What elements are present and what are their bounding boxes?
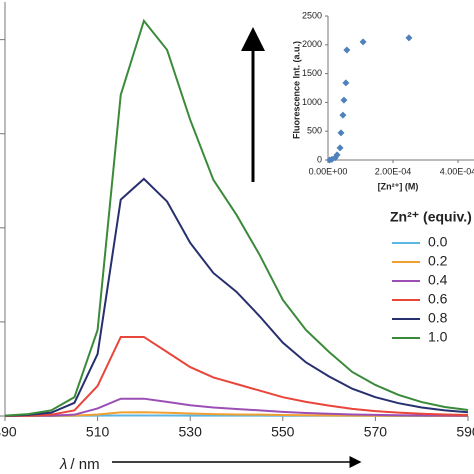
inset-y-label: Fluorescence Int. (a.u.)	[291, 41, 301, 139]
scatter-point	[343, 46, 351, 54]
y-tick-label: 0	[317, 154, 322, 164]
scatter-point	[333, 151, 341, 159]
x-tick-label: 490	[0, 424, 17, 440]
inset-x-label: [Zn²⁺] (M)	[378, 181, 419, 191]
scatter-point	[336, 144, 344, 152]
x-tick-label: 4.00E-04	[440, 166, 474, 176]
x-tick-label: 2.00E-04	[375, 166, 412, 176]
x-tick-label: 510	[86, 424, 110, 440]
legend-label: 0.0	[428, 234, 448, 250]
y-tick-label: 500	[307, 126, 322, 136]
legend-label: 0.8	[428, 310, 448, 326]
scatter-point	[342, 79, 350, 87]
x-label-unit: / nm	[70, 456, 99, 473]
y-tick-label: 1500	[302, 68, 322, 78]
y-tick-label: 2000	[302, 39, 322, 49]
x-tick-label: 0.00E+00	[309, 166, 348, 176]
series-line	[4, 18, 469, 417]
y-tick-label: 2500	[302, 10, 322, 20]
x-tick-label: 590	[456, 424, 474, 440]
x-axis-label: λ / nm	[59, 456, 100, 473]
series-line	[4, 397, 469, 417]
legend-label: 0.6	[428, 291, 448, 307]
x-tick-label: 550	[271, 424, 295, 440]
legend-label: 0.2	[428, 253, 448, 269]
scatter-point	[337, 129, 345, 137]
legend-label: 0.4	[428, 272, 448, 288]
legend-title: Zn²⁺ (equiv.)	[390, 209, 472, 225]
series-line	[4, 335, 469, 417]
y-tick-label: 1000	[302, 97, 322, 107]
series-line	[4, 177, 469, 417]
x-label-symbol: λ	[59, 456, 67, 473]
scatter-point	[339, 111, 347, 119]
scatter-point	[359, 38, 367, 46]
legend-label: 1.0	[428, 329, 448, 345]
scatter-point	[340, 96, 348, 104]
x-tick-label: 530	[179, 424, 203, 440]
scatter-point	[405, 34, 413, 42]
x-tick-label: 570	[364, 424, 388, 440]
